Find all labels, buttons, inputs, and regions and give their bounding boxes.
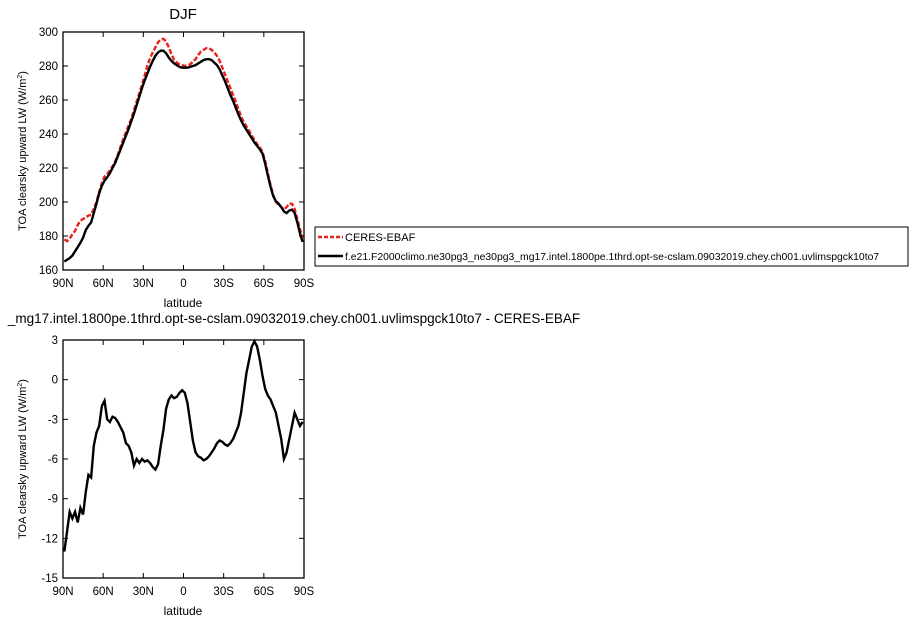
bottom-y-axis-label: TOA clearsky upward LW (W/m2): [17, 379, 29, 539]
y-tick-label: 180: [39, 231, 58, 243]
bottom-chart-title: _mg17.intel.1800pe.1thrd.opt-se-cslam.09…: [7, 311, 580, 326]
bottom-series-difference-line: [63, 338, 304, 552]
bottom-axis-ticks: [62, 339, 305, 579]
y-tick-label: -3: [48, 414, 58, 426]
bottom-plot-lines: [63, 338, 304, 552]
y-tick-label: 300: [39, 27, 58, 39]
x-tick-label: 30S: [213, 278, 234, 290]
y-tick-label: 3: [52, 335, 58, 347]
top-plot-frame: [62, 31, 305, 271]
bottom-plot-frame: [62, 339, 305, 579]
top-y-tick-labels: 160 180 200 220 240 260 280 300: [39, 27, 58, 277]
bottom-x-axis-label: latitude: [164, 604, 203, 618]
bottom-x-tick-labels: 90N 60N 30N 0 30S 60S 90S: [52, 586, 314, 598]
y-tick-label: 220: [39, 163, 58, 175]
x-tick-label: 0: [180, 278, 186, 290]
top-chart-title: DJF: [169, 6, 197, 23]
top-legend: CERES-EBAF f.e21.F2000climo.ne30pg3_ne30…: [314, 226, 909, 267]
x-tick-label: 90S: [294, 278, 315, 290]
top-y-axis-label: TOA clearsky upward LW (W/m2): [17, 71, 29, 231]
top-x-tick-labels: 90N 60N 30N 0 30S 60S 90S: [52, 278, 314, 290]
x-tick-label: 60N: [93, 586, 114, 598]
y-tick-label: -9: [48, 494, 58, 506]
legend-label-ceres: CERES-EBAF: [345, 232, 416, 244]
y-tick-label: 160: [39, 265, 58, 277]
x-tick-label: 90S: [294, 586, 315, 598]
x-tick-label: 60N: [93, 278, 114, 290]
y-tick-label: 0: [52, 375, 58, 387]
x-tick-label: 30N: [133, 586, 154, 598]
y-tick-label: 280: [39, 61, 58, 73]
y-tick-label: -12: [41, 533, 58, 545]
bottom-panel: _mg17.intel.1800pe.1thrd.opt-se-cslam.09…: [7, 311, 580, 618]
x-tick-label: 0: [180, 586, 186, 598]
top-series-ceres-line: [63, 37, 304, 243]
y-tick-label: 200: [39, 197, 58, 209]
y-tick-label: -15: [41, 573, 58, 585]
bottom-y-tick-labels: -15 -12 -9 -6 -3 0 3: [41, 335, 58, 585]
y-tick-label: 240: [39, 129, 58, 141]
top-x-axis-label: latitude: [164, 296, 203, 310]
y-tick-label: 260: [39, 95, 58, 107]
top-plot-lines: [63, 37, 304, 263]
y-tick-label: -6: [48, 454, 58, 466]
x-tick-label: 60S: [254, 278, 275, 290]
x-tick-label: 30N: [133, 278, 154, 290]
legend-box: [314, 226, 909, 267]
top-panel: DJF 160 180 200 220 240 260 280 300 90N 60N 30N 0 3…: [17, 6, 909, 310]
x-tick-label: 90N: [52, 278, 73, 290]
x-tick-label: 60S: [254, 586, 275, 598]
legend-label-model: f.e21.F2000climo.ne30pg3_ne30pg3_mg17.in…: [345, 252, 879, 263]
top-series-model-line: [63, 49, 304, 263]
x-tick-label: 30S: [213, 586, 234, 598]
x-tick-label: 90N: [52, 586, 73, 598]
